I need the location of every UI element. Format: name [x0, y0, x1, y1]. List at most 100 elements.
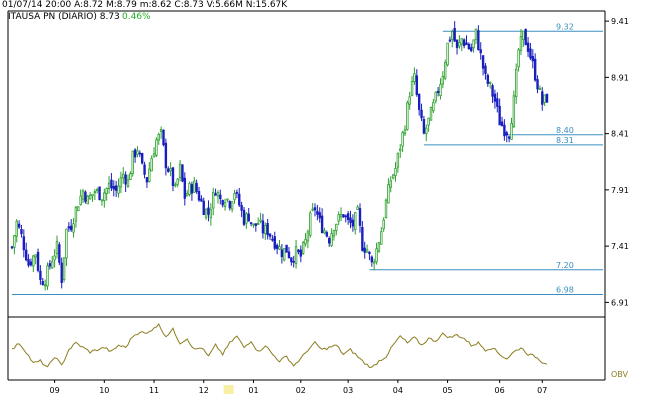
candle-body: [325, 232, 329, 237]
candle-body: [200, 198, 203, 202]
candle-body: [543, 94, 546, 103]
candle-body: [453, 27, 456, 42]
candle-body: [399, 148, 402, 151]
candle-body: [448, 39, 452, 42]
candle-body: [91, 193, 94, 197]
candle-body: [349, 217, 352, 224]
obv-legend-label: OBV: [611, 370, 629, 379]
candle-body: [252, 223, 255, 226]
candle-body: [370, 256, 374, 263]
candle-body: [27, 259, 30, 266]
candle-body: [533, 58, 537, 81]
candle-body: [491, 85, 494, 97]
x-tick-label: 11: [149, 386, 159, 395]
candle-body: [488, 81, 492, 84]
x-tick-label: 10: [99, 386, 109, 395]
candle-body: [313, 207, 317, 211]
candle-body: [110, 179, 113, 189]
candle-body: [311, 208, 314, 211]
candle-body: [197, 190, 201, 201]
candle-body: [467, 43, 471, 50]
candle-body: [58, 244, 61, 263]
candle-body: [96, 189, 99, 192]
candle-body: [356, 206, 359, 210]
candle-body: [287, 251, 291, 259]
y-tick-label: 8.91: [611, 73, 629, 82]
x-tick-label: 09: [50, 386, 60, 395]
level-label: 8.40: [556, 126, 574, 135]
candle-body: [181, 164, 184, 182]
candle-body: [88, 194, 92, 200]
candle-body: [256, 223, 260, 225]
candle-body: [505, 132, 508, 136]
candle-body: [541, 91, 544, 105]
candle-body: [122, 173, 125, 179]
candle-body: [77, 206, 80, 212]
x-tick-label: 02: [296, 386, 306, 395]
candle-body: [86, 195, 89, 205]
candle-body: [245, 213, 248, 224]
candle-body: [266, 223, 269, 236]
candle-body: [290, 257, 293, 263]
candle-body: [190, 184, 194, 194]
candle-body: [415, 75, 419, 95]
candle-body: [212, 191, 215, 209]
obv-line: [11, 323, 548, 369]
candle-body: [460, 38, 463, 45]
candle-body: [285, 244, 288, 253]
candle-body: [342, 214, 345, 218]
candle-body: [162, 129, 165, 146]
candle-body: [36, 251, 40, 271]
candle-body: [406, 102, 409, 130]
candle-body: [292, 260, 295, 263]
candle-body: [439, 83, 442, 97]
candle-body: [500, 121, 504, 127]
x-tick-label: 04: [393, 386, 403, 395]
candle-body: [202, 200, 205, 216]
candle-body: [138, 152, 142, 155]
candle-body: [441, 75, 445, 85]
candle-body: [323, 230, 326, 234]
candle-body: [169, 168, 172, 172]
candle-body: [417, 93, 421, 110]
year-change-marker: [223, 385, 234, 394]
candle-body: [204, 208, 208, 218]
candle-body: [294, 246, 298, 264]
candle-body: [517, 49, 520, 68]
candle-body: [145, 177, 149, 183]
candle-body: [41, 281, 44, 286]
candle-body: [193, 180, 196, 193]
candle-body: [363, 247, 366, 253]
instrument-title: ITAUSA PN (DIARIO) 8.73: [8, 12, 120, 22]
level-label: 9.32: [556, 22, 574, 31]
candle-body: [188, 183, 191, 195]
candle-body: [254, 223, 258, 226]
candle-body: [176, 178, 179, 185]
candle-body: [503, 124, 506, 137]
candle-body: [320, 215, 324, 234]
candle-body: [114, 185, 118, 191]
candle-body: [242, 209, 246, 225]
candle-body: [55, 241, 59, 254]
candle-body: [131, 150, 134, 174]
candle-body: [65, 228, 68, 259]
candle-body: [515, 68, 518, 98]
candle-body: [384, 199, 388, 218]
candle-body: [377, 242, 381, 252]
candle-body: [195, 183, 198, 192]
x-tick-label: 07: [537, 386, 547, 395]
candle-body: [339, 214, 343, 218]
level-label: 8.31: [556, 136, 574, 145]
candle-body: [332, 230, 336, 237]
candle-body: [498, 105, 501, 126]
candle-body: [330, 233, 333, 247]
candle-body: [207, 207, 210, 215]
candle-body: [15, 220, 18, 237]
candle-body: [183, 177, 187, 199]
candle-body: [344, 215, 347, 218]
candle-body: [427, 117, 430, 126]
candle-body: [171, 167, 175, 186]
candle-body: [51, 261, 54, 269]
candle-body: [465, 42, 468, 45]
candle-body: [394, 167, 397, 177]
